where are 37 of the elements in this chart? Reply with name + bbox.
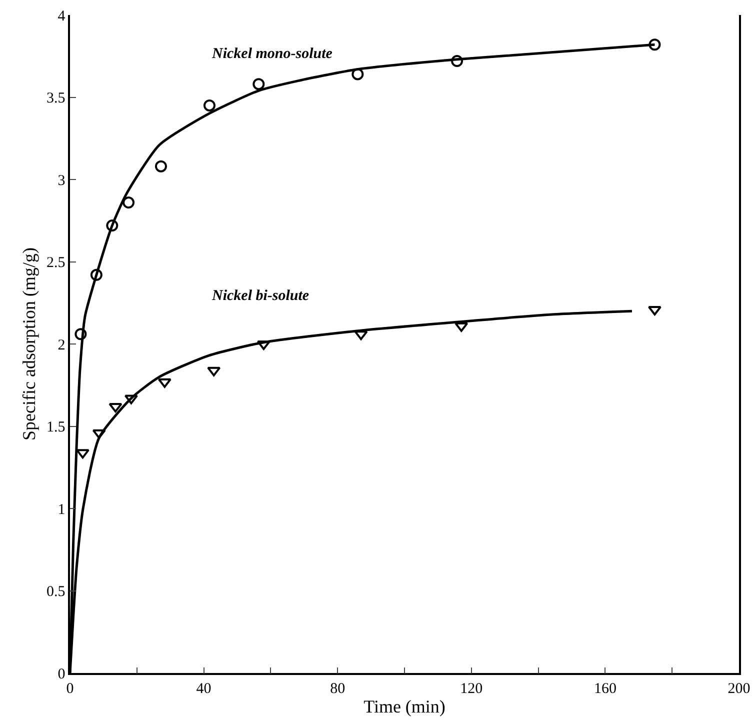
y-tick-label: 3 <box>58 172 66 189</box>
y-tick-label: 2.5 <box>46 255 66 271</box>
y-tick-label: 0 <box>58 666 66 682</box>
point <box>108 403 122 413</box>
y-tick-label: 2 <box>58 337 66 354</box>
point <box>92 429 106 439</box>
point <box>252 78 265 90</box>
y-tick-label: 1 <box>58 502 66 518</box>
point <box>451 55 464 68</box>
point <box>203 99 216 112</box>
point <box>154 160 167 172</box>
point <box>106 220 118 232</box>
point <box>454 322 468 332</box>
point <box>158 378 172 388</box>
point <box>648 306 662 316</box>
point <box>354 330 368 340</box>
series-label: Nickel mono-solute <box>211 46 333 62</box>
point <box>648 38 661 51</box>
x-tick-label: 160 <box>594 680 616 697</box>
x-axis-title: Time (min) <box>364 696 446 716</box>
y-tick-label: 4 <box>58 8 66 24</box>
y-tick-label: 3.5 <box>46 90 66 106</box>
point <box>74 328 87 340</box>
text: Nickel bi-solute <box>211 288 310 304</box>
point <box>352 68 364 80</box>
point <box>90 268 102 281</box>
point <box>207 366 221 376</box>
point <box>122 196 135 209</box>
x-tick-label: 80 <box>330 680 346 697</box>
x-tick-label: 40 <box>196 680 212 697</box>
y-tick-label: 0.5 <box>46 584 66 600</box>
y-tick-label: 1.5 <box>46 420 66 436</box>
y-axis-title: Specific adsorption (mg/g) <box>19 248 40 440</box>
x-tick-label: 120 <box>460 680 483 697</box>
point <box>76 449 90 459</box>
point <box>124 394 138 404</box>
x-tick-label: 200 <box>728 680 750 697</box>
